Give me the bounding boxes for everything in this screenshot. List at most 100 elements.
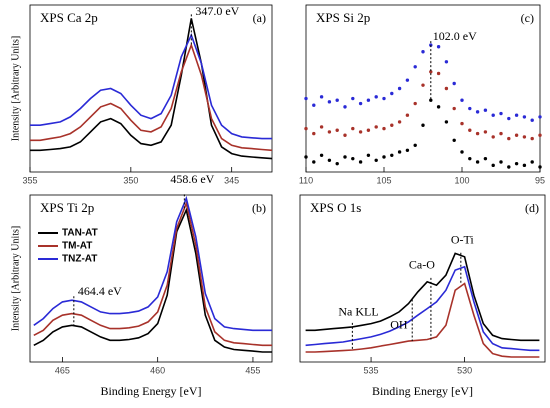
- data-point: [475, 110, 480, 114]
- series-line: [30, 18, 273, 160]
- x-tick-label: 345: [224, 175, 239, 185]
- data-point: [460, 121, 464, 126]
- x-tick-label: 110: [299, 175, 313, 185]
- x-tick-label: 465: [55, 365, 70, 375]
- annotation-label: Ca-O: [409, 258, 435, 272]
- data-point: [327, 100, 332, 104]
- data-point: [397, 150, 402, 154]
- data-point: [390, 153, 394, 157]
- data-point: [421, 123, 425, 127]
- x-tick-label: 535: [364, 365, 379, 375]
- data-point: [460, 150, 464, 154]
- x-tick-label: 455: [245, 365, 260, 375]
- data-point: [358, 160, 363, 164]
- data-point: [304, 96, 308, 101]
- data-point: [530, 160, 534, 164]
- annotation-label: 458.6 eV: [170, 172, 214, 186]
- data-point: [421, 83, 425, 87]
- panel-label: (a): [253, 11, 266, 25]
- data-point: [514, 133, 519, 137]
- data-point: [374, 125, 378, 129]
- data-point: [304, 126, 308, 131]
- x-tick-label: 105: [376, 175, 391, 185]
- panel-label: (c): [521, 11, 534, 25]
- data-point: [530, 118, 534, 122]
- data-point: [530, 136, 534, 141]
- annotation-label: OH: [390, 317, 408, 331]
- legend-label: TNZ-AT: [62, 254, 97, 265]
- data-point: [538, 115, 542, 119]
- series-line: [33, 207, 272, 353]
- x-tick-label: 95: [535, 175, 545, 185]
- data-point: [312, 160, 316, 164]
- data-point: [499, 131, 503, 136]
- data-point: [538, 165, 542, 169]
- data-point: [382, 126, 386, 131]
- data-point: [468, 128, 472, 132]
- x-tick-label: 530: [457, 365, 472, 375]
- data-point: [499, 111, 503, 116]
- series-line: [30, 42, 273, 152]
- data-point: [358, 101, 363, 106]
- data-point: [335, 128, 339, 132]
- panel-label: (d): [525, 201, 539, 215]
- annotation-label: O-Ti: [451, 233, 475, 247]
- data-point: [319, 125, 324, 129]
- plot-frame: [29, 194, 273, 363]
- data-point: [436, 45, 441, 49]
- data-point: [475, 160, 480, 164]
- y-axis-label: Intensity [Arbitrary Units]: [10, 226, 21, 332]
- data-point: [514, 161, 519, 166]
- series-line: [305, 265, 540, 352]
- x-axis-label: Binding Energy [eV]: [100, 384, 201, 398]
- data-point: [452, 81, 456, 86]
- plot-frame: [305, 4, 541, 173]
- data-point: [483, 156, 488, 161]
- panel-title: XPS Si 2p: [316, 10, 370, 25]
- data-point: [366, 153, 371, 157]
- data-point: [468, 106, 472, 111]
- x-axis-label: Binding Energy [eV]: [372, 384, 473, 398]
- data-point: [452, 106, 456, 111]
- data-point: [343, 133, 347, 137]
- panel-title: XPS Ca 2p: [40, 10, 98, 25]
- data-point: [366, 128, 371, 132]
- data-point: [304, 155, 308, 159]
- legend-label: TAN-AT: [62, 228, 98, 239]
- data-point: [429, 98, 433, 102]
- data-point: [436, 71, 441, 76]
- data-point: [335, 161, 339, 166]
- data-point: [538, 133, 542, 137]
- data-point: [319, 95, 324, 99]
- data-point: [405, 78, 410, 82]
- series-line: [30, 32, 272, 140]
- panel-title: XPS O 1s: [310, 200, 361, 215]
- data-point: [382, 155, 386, 159]
- data-point: [405, 148, 410, 152]
- plot-frame: [29, 4, 273, 173]
- data-point: [312, 131, 316, 136]
- data-point: [319, 153, 324, 157]
- plot-frame: [299, 194, 546, 363]
- data-point: [522, 163, 527, 168]
- data-point: [436, 105, 441, 109]
- data-point: [397, 120, 402, 124]
- data-point: [312, 103, 316, 107]
- x-tick-label: 460: [150, 365, 165, 375]
- data-point: [444, 60, 449, 64]
- x-tick-label: 100: [454, 175, 469, 185]
- data-point: [335, 98, 339, 102]
- data-point: [491, 135, 495, 139]
- data-point: [351, 96, 355, 101]
- data-point: [413, 65, 417, 69]
- annotation-label: 464.4 eV: [78, 284, 122, 298]
- data-point: [491, 163, 495, 168]
- legend-label: TM-AT: [62, 241, 92, 252]
- data-point: [468, 156, 472, 161]
- annotation-label: Na KLL: [338, 305, 378, 319]
- x-tick-label: 355: [22, 175, 37, 185]
- data-point: [413, 143, 417, 147]
- annotation-label: 102.0 eV: [433, 29, 477, 43]
- data-point: [382, 96, 386, 101]
